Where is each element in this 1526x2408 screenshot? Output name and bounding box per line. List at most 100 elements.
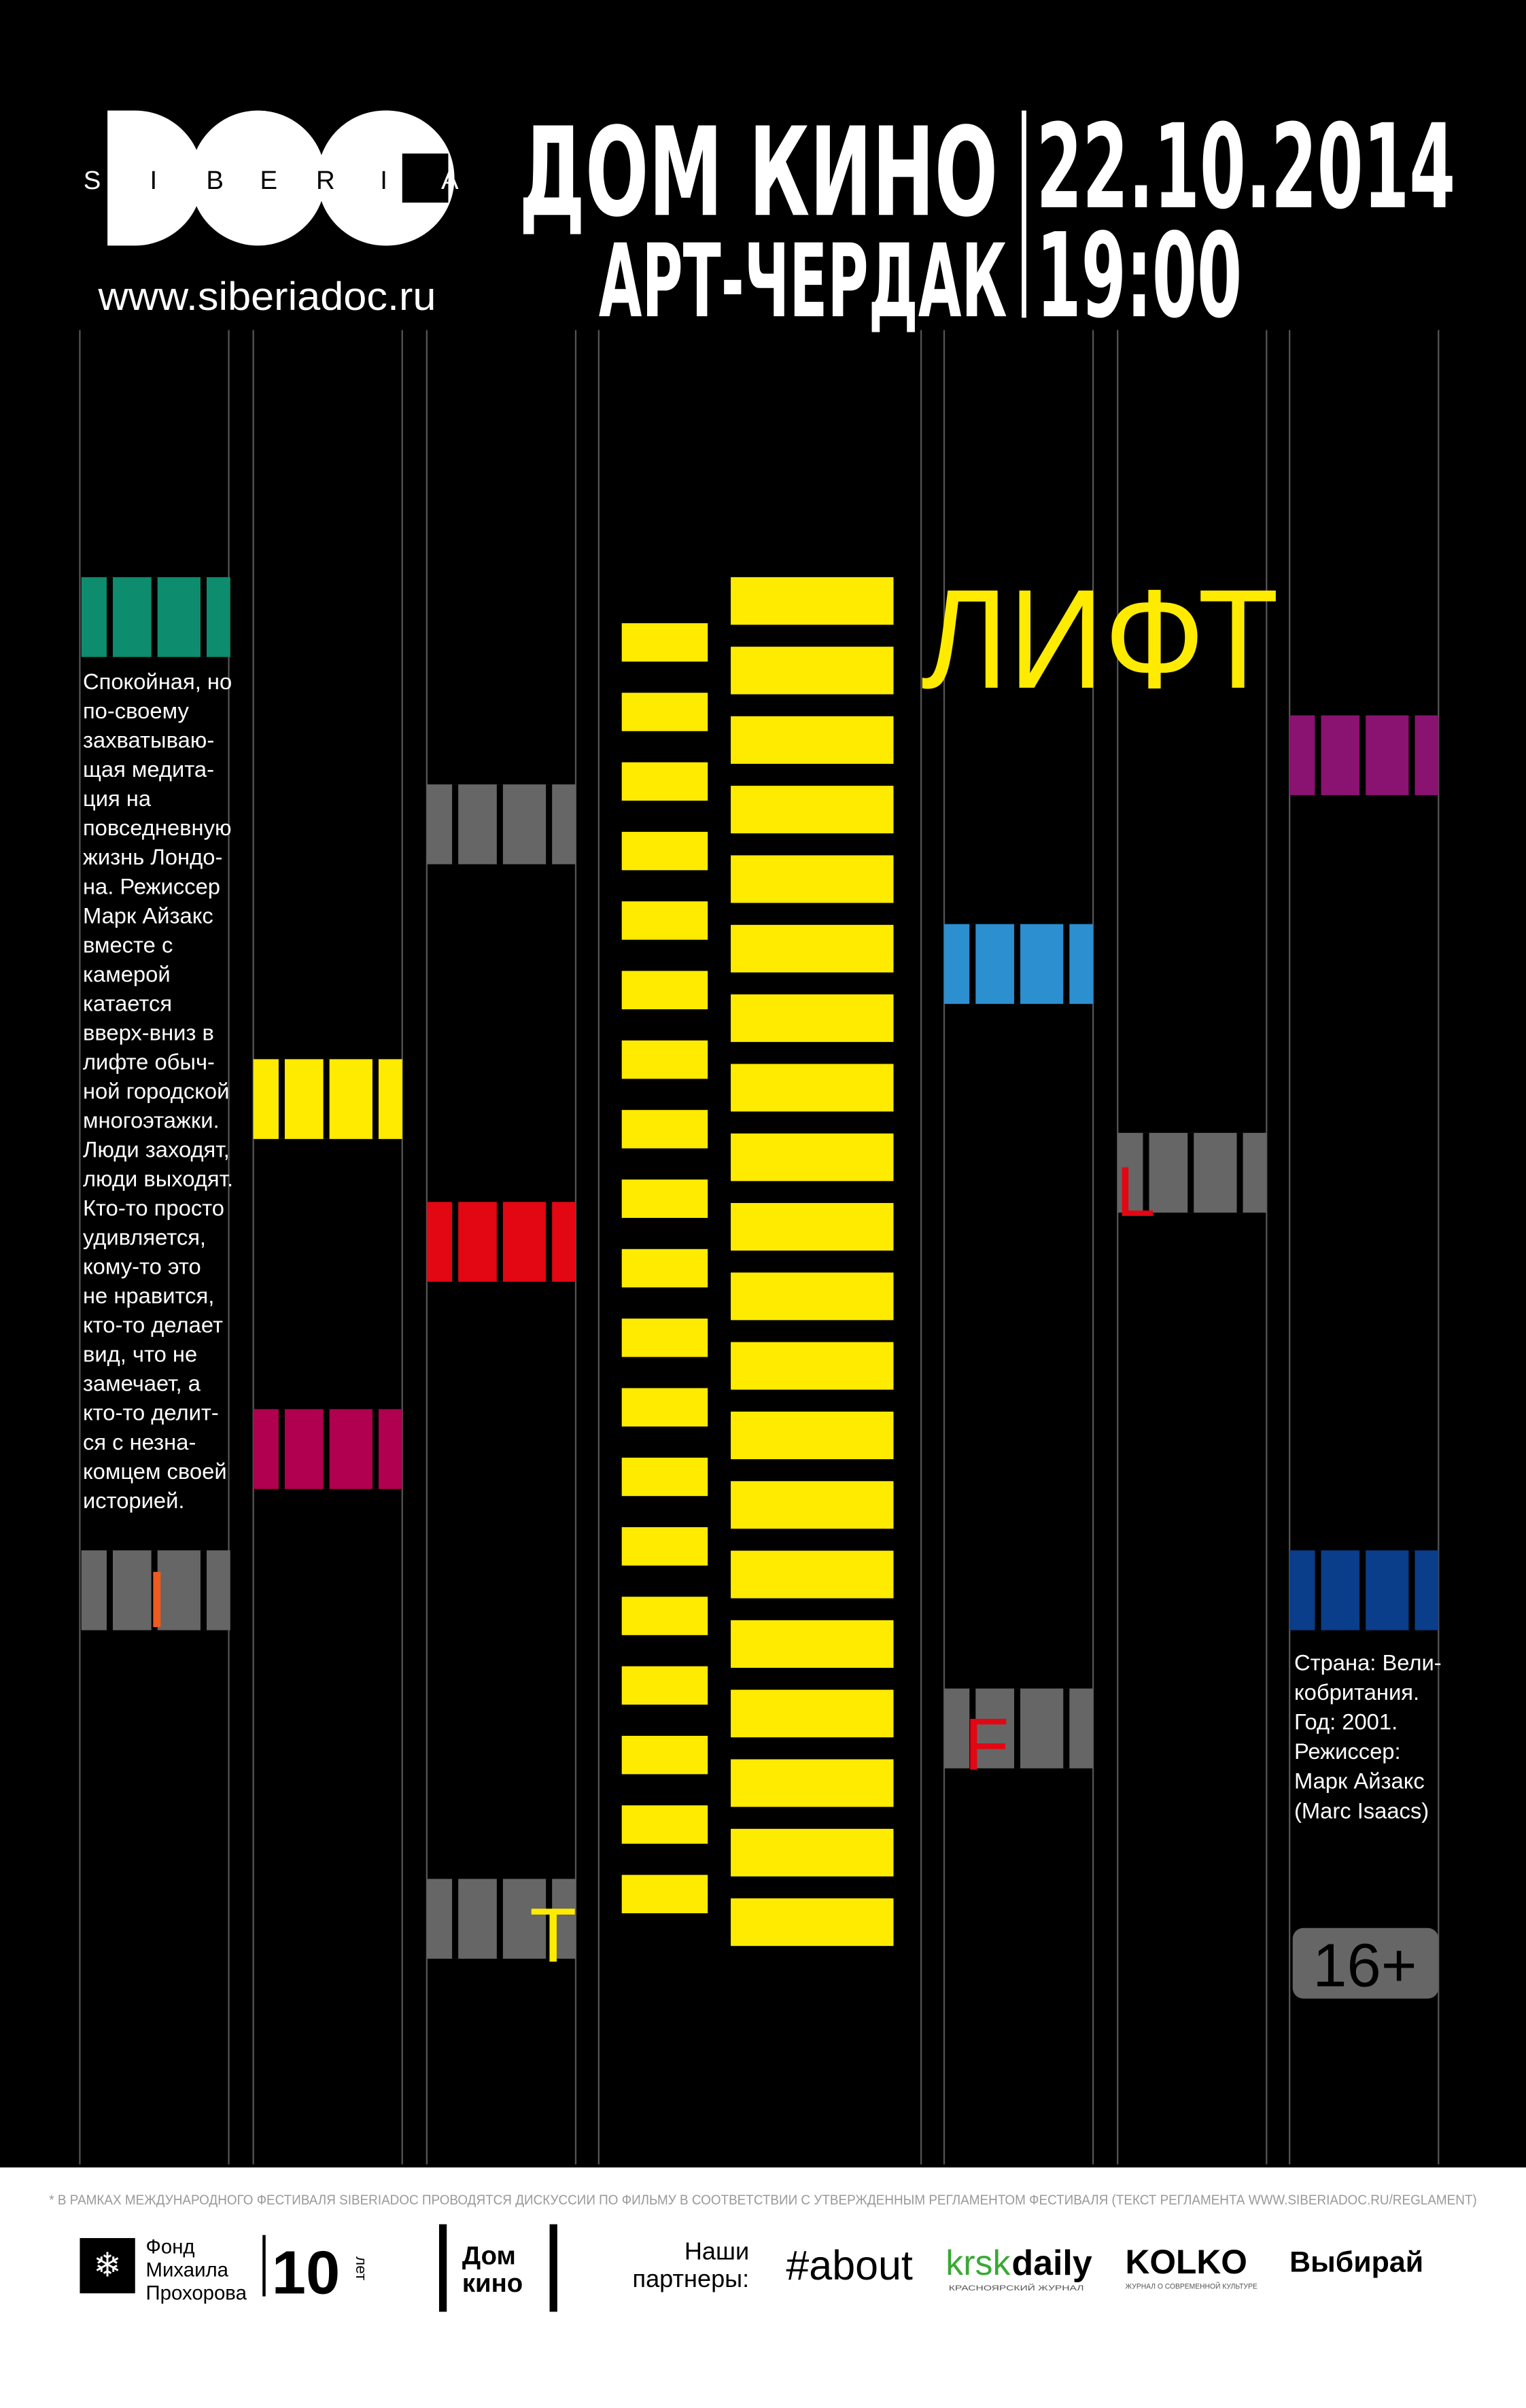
block-gap — [452, 784, 459, 865]
description-line: Люди заходят, — [83, 1137, 230, 1162]
years: 10 — [272, 2238, 340, 2307]
stair — [731, 1828, 894, 1877]
partners-label: партнеры: — [633, 2265, 750, 2292]
stair — [621, 693, 708, 731]
description-line: вместе с — [83, 932, 173, 957]
time: 19:00 — [1037, 209, 1243, 344]
stair — [621, 1110, 708, 1149]
block-gap — [1063, 1688, 1070, 1768]
block-gap — [151, 577, 158, 657]
block-gap — [452, 1202, 459, 1282]
block-letter: L — [1116, 1153, 1156, 1232]
domkino-bar — [549, 2224, 557, 2312]
description-line: комцем своей — [83, 1459, 227, 1484]
stair — [731, 855, 894, 903]
stair — [731, 1064, 894, 1112]
description-line: по-своему — [83, 698, 190, 723]
description-line: вверх-вниз в — [83, 1019, 214, 1045]
block-gap — [1315, 1550, 1321, 1630]
age-box — [1292, 1927, 1439, 1999]
logo-letter: B — [206, 166, 224, 195]
stair — [621, 1596, 708, 1635]
logo-c-cut — [402, 153, 449, 203]
venue-line1: ДОМ КИНО — [519, 101, 998, 244]
description-line: на. Режиссер — [83, 873, 220, 898]
partner-krsk: krsk — [946, 2244, 1011, 2283]
logo-letter: I — [380, 166, 387, 195]
stair — [621, 1040, 708, 1079]
footnote: * В РАМКАХ МЕЖДУНАРОДНОГО ФЕСТИВАЛЯ SIBE… — [49, 2193, 1476, 2208]
block-letter: F — [964, 1703, 1009, 1785]
stair — [621, 831, 708, 871]
logo-url: www.siberiadoc.ru — [98, 275, 436, 319]
stair — [621, 1249, 708, 1288]
block-gap — [372, 1409, 379, 1489]
description-line: кому-то это — [83, 1254, 201, 1279]
credits-line: Режиссер: — [1294, 1739, 1401, 1764]
block-gap — [546, 1202, 553, 1282]
stair — [731, 1133, 894, 1181]
block-gap — [106, 577, 113, 657]
partner-vybirai: Выбирай — [1289, 2246, 1423, 2279]
partner-kolko-sub: ЖУРНАЛ О СОВРЕМЕННОЙ КУЛЬТУРЕ — [1126, 2282, 1258, 2291]
block-gap — [1359, 1550, 1366, 1630]
partner-about: #about — [786, 2242, 913, 2288]
stair — [621, 1179, 708, 1218]
fund-name: Михаила — [146, 2258, 229, 2281]
stair — [731, 1550, 894, 1599]
block-gap — [1408, 1550, 1415, 1630]
block-gap — [496, 1202, 503, 1282]
stair — [731, 1898, 894, 1947]
description-line: камерой — [83, 961, 171, 986]
credits-line: Страна: Вели- — [1294, 1650, 1442, 1675]
date: 22.10.2014 — [1037, 100, 1456, 235]
block-gap — [1408, 715, 1415, 795]
description-line: историей. — [83, 1488, 185, 1513]
stair — [731, 716, 894, 764]
block-gap — [323, 1059, 330, 1139]
fund-name: Фонд — [146, 2236, 195, 2258]
credits-line: Год: 2001. — [1294, 1709, 1398, 1734]
logo-letter: R — [316, 166, 335, 195]
film-title: ЛИФТ — [921, 561, 1279, 718]
description-line: многоэтажки. — [83, 1107, 220, 1132]
description-line: повседневную — [83, 815, 232, 840]
stair — [731, 1690, 894, 1738]
block-gap — [323, 1409, 330, 1489]
description-line: ция на — [83, 786, 152, 811]
stair — [731, 1759, 894, 1807]
domkino-text: кино — [462, 2269, 523, 2298]
description-line: катается — [83, 990, 172, 1015]
logo-o — [190, 110, 326, 246]
description-line: ной городской — [83, 1078, 229, 1103]
block-gap — [200, 577, 207, 657]
block-letter: T — [530, 1892, 576, 1978]
description-line: люди выходят. — [83, 1166, 233, 1191]
credits-line: Марк Айзакс — [1294, 1768, 1425, 1794]
stair — [731, 1342, 894, 1390]
block-gap — [969, 1688, 976, 1768]
stair — [731, 1620, 894, 1668]
credits-line: кобритания. — [1294, 1679, 1419, 1705]
block-gap — [1013, 924, 1021, 1005]
stair — [621, 1527, 708, 1566]
description-line: Марк Айзакс — [83, 903, 213, 928]
logo-d — [107, 110, 203, 246]
stair — [731, 924, 894, 973]
partner-krsk-sub: КРАСНОЯРСКИЙ ЖУРНАЛ — [949, 2284, 1084, 2292]
years-word: лет — [353, 2256, 370, 2280]
description-line: Спокойная, но — [83, 669, 232, 694]
block-gap — [151, 1550, 158, 1630]
block-gap — [1143, 1132, 1149, 1213]
stair — [731, 1411, 894, 1459]
block-gap — [106, 1550, 113, 1630]
block-gap — [1063, 924, 1070, 1005]
partner-kolko: KOLKO — [1126, 2243, 1247, 2281]
fund-icon-star: ❄ — [93, 2246, 122, 2284]
description-line: не нравится, — [83, 1283, 214, 1308]
block-gap — [546, 1879, 553, 1959]
stair — [621, 1874, 708, 1914]
logo-letter: S — [84, 166, 101, 195]
stair — [621, 1666, 708, 1705]
